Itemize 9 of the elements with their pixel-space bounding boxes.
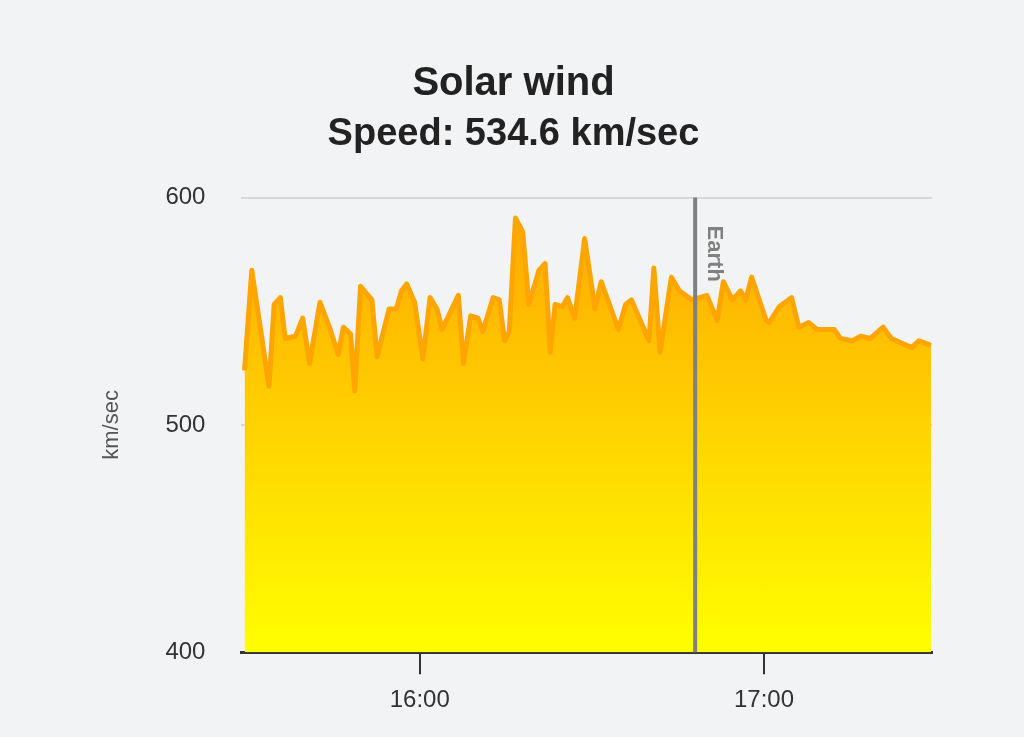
chart-subtitle: Speed: 534.6 km/sec: [327, 111, 700, 154]
ref-line-label: Earth: [703, 225, 729, 282]
x-tick-label: 16:00: [389, 685, 450, 713]
x-tick-label: 17:00: [733, 685, 795, 713]
y-tick-label: 500: [165, 409, 206, 437]
y-axis-title: km/sec: [98, 390, 124, 460]
y-tick-label: 400: [165, 636, 206, 664]
chart-title: Solar wind: [412, 59, 615, 104]
y-tick-label: 600: [165, 182, 206, 210]
